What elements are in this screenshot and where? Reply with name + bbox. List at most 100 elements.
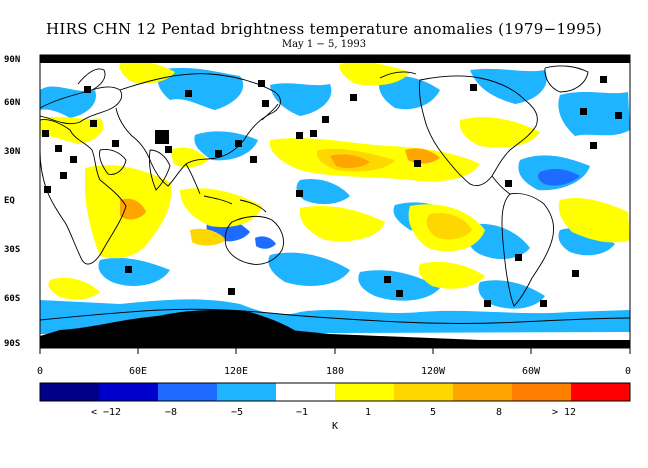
coast-europe: [40, 86, 123, 125]
colorbar-cell: [158, 383, 218, 401]
cold-patch: [268, 252, 350, 286]
cold-patch: [98, 257, 170, 286]
warm-patch: [299, 205, 385, 242]
missing-pixel: [296, 132, 303, 139]
coast-greenland: [544, 65, 589, 93]
colorbar-frame: [39, 382, 631, 402]
cold-patch: [558, 92, 630, 136]
axis-ticks: [39, 348, 631, 354]
missing-pixel: [322, 116, 329, 123]
colorbar-cell: [335, 383, 395, 401]
missing-pixel: [296, 190, 303, 197]
missing-pixel: [112, 140, 119, 147]
strong-warm-regions: [120, 148, 472, 246]
map-subtitle: May 1 − 5, 1993: [281, 39, 367, 50]
strong-warm-patch: [120, 198, 146, 220]
warm-patch: [459, 117, 540, 148]
lon-label-120e: 120E: [223, 366, 249, 377]
map-title: HIRS CHN 12 Pentad brightness temperatur…: [46, 20, 602, 38]
map-field: [40, 55, 630, 348]
cold-patch: [157, 67, 244, 110]
coast-samerica: [501, 193, 555, 307]
missing-pixel: [90, 120, 97, 127]
coast-namerica: [419, 75, 538, 187]
colorbar-cell: [394, 383, 454, 401]
coast-arabia: [99, 149, 127, 175]
colorbar-cell: [99, 383, 159, 401]
strong-cold-patch: [537, 169, 580, 186]
cold-patch: [40, 86, 96, 118]
missing-pixel: [384, 276, 391, 283]
warm-patch: [170, 147, 208, 168]
missing-pixel: [250, 156, 257, 163]
colorbar-label: < −12: [90, 407, 122, 418]
colorbar-label: 8: [495, 407, 503, 418]
missing-pixel: [165, 146, 172, 153]
colorbar-unit: K: [331, 421, 339, 432]
colorbar-cell: [40, 383, 100, 401]
lon-label-0-end: 0: [624, 366, 632, 377]
warm-patch: [180, 188, 262, 228]
lon-label-60w: 60W: [521, 366, 541, 377]
missing-pixel: [505, 180, 512, 187]
missing-pixel: [484, 300, 491, 307]
colorbar-label: > 12: [551, 407, 577, 418]
missing-pixel: [310, 130, 317, 137]
lon-label-0: 0: [36, 366, 44, 377]
coast-camerica: [491, 175, 511, 195]
coastlines: [40, 65, 630, 324]
missing-pixel: [414, 160, 421, 167]
missing-pixel: [590, 142, 597, 149]
missing-pixel: [155, 130, 169, 144]
colorbar-label: −1: [295, 407, 309, 418]
colorbar-label: 5: [429, 407, 437, 418]
strong-warm-patch: [405, 148, 440, 164]
lat-label-60s: 60S: [4, 294, 21, 304]
missing-antarctic: [150, 310, 300, 334]
missing-pixel: [185, 90, 192, 97]
missing-pixel: [350, 94, 357, 101]
cold-anomaly-regions: [40, 67, 630, 334]
lat-label-60n: 60N: [4, 98, 21, 108]
coast-antarctica: [40, 308, 630, 324]
lon-label-120w: 120W: [420, 366, 446, 377]
colorbar-label: −5: [230, 407, 244, 418]
missing-pixel: [228, 288, 235, 295]
colorbar-cell: [453, 383, 513, 401]
missing-pixel: [540, 300, 547, 307]
colorbar-cell: [276, 383, 336, 401]
lat-label-eq: EQ: [4, 196, 15, 206]
missing-pixel: [42, 130, 49, 137]
missing-pixel: [615, 112, 622, 119]
missing-pixel: [235, 140, 242, 147]
colorbar-label: 1: [364, 407, 372, 418]
coast-sea: [185, 163, 267, 213]
missing-pixel: [580, 108, 587, 115]
warm-patch: [558, 198, 630, 243]
lat-label-90s: 90S: [4, 339, 21, 349]
warm-patch: [119, 60, 175, 84]
warm-patch: [48, 277, 100, 300]
colorbar-label: −8: [164, 407, 178, 418]
missing-pixel: [55, 145, 62, 152]
missing-band-north: [40, 55, 630, 63]
cold-patch: [194, 131, 258, 161]
warm-patch: [418, 261, 485, 289]
missing-pixel: [44, 186, 51, 193]
colorbar-cell: [571, 383, 631, 401]
cold-patch: [270, 83, 332, 116]
coast-scandinavia: [77, 68, 106, 91]
lon-label-60e: 60E: [128, 366, 148, 377]
strong-warm-patch: [426, 212, 472, 240]
cold-patch: [478, 280, 545, 309]
missing-pixel: [515, 254, 522, 261]
missing-pixel: [70, 156, 77, 163]
missing-pixel: [262, 100, 269, 107]
missing-pixel: [470, 84, 477, 91]
colorbar-cell: [512, 383, 572, 401]
coast-india: [149, 149, 171, 191]
strong-warm-patch: [330, 154, 370, 169]
cold-patch: [558, 227, 615, 256]
cold-patch: [296, 178, 350, 205]
